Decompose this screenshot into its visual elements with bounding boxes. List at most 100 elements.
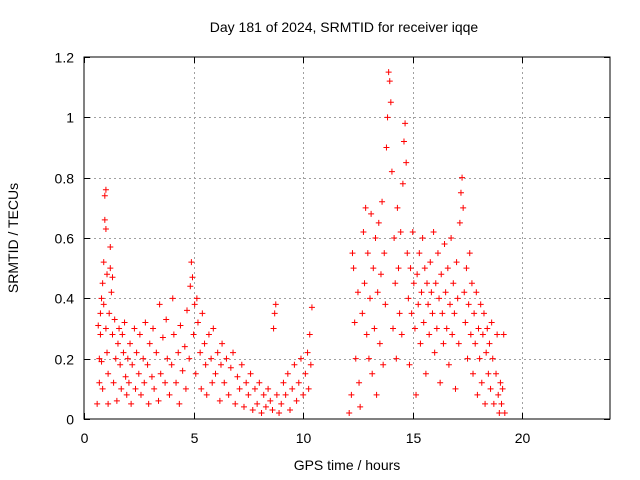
data-point [464, 355, 471, 362]
data-point [497, 379, 504, 386]
y-axis-label: SRMTID / TECUs [5, 183, 21, 293]
data-point [234, 373, 241, 380]
data-point [394, 204, 401, 211]
data-point [367, 295, 374, 302]
data-point [219, 340, 226, 347]
data-point [451, 310, 458, 317]
data-point [494, 331, 501, 338]
data-point [236, 385, 243, 392]
data-point [109, 331, 116, 338]
data-point [146, 340, 153, 347]
data-point [153, 349, 160, 356]
data-point [444, 265, 451, 272]
data-point [105, 400, 112, 407]
data-point [269, 406, 276, 413]
x-tick-label: 0 [81, 430, 89, 446]
data-point [188, 259, 195, 266]
data-point [443, 325, 450, 332]
data-point [96, 379, 103, 386]
data-point [148, 373, 155, 380]
data-point [273, 391, 280, 398]
data-point [132, 385, 139, 392]
data-point [490, 400, 497, 407]
data-point [450, 280, 457, 287]
data-point [189, 274, 196, 281]
data-point [360, 228, 367, 235]
data-point [456, 219, 463, 226]
data-point [480, 310, 487, 317]
data-point [306, 331, 313, 338]
data-point [452, 385, 459, 392]
data-point [473, 289, 480, 296]
data-point [280, 379, 287, 386]
data-point [118, 385, 125, 392]
data-point [289, 385, 296, 392]
data-point [262, 403, 269, 410]
data-point [97, 331, 104, 338]
data-point [420, 319, 427, 326]
data-point [238, 361, 245, 368]
data-point [112, 355, 119, 362]
data-point [121, 319, 128, 326]
data-point [194, 319, 201, 326]
data-point [128, 400, 135, 407]
data-point [197, 349, 204, 356]
data-point [410, 280, 417, 287]
data-point [144, 361, 151, 368]
data-point [391, 235, 398, 241]
data-point [258, 409, 265, 416]
data-point [260, 391, 267, 398]
data-point [282, 391, 289, 398]
data-point [129, 361, 136, 368]
data-point [125, 379, 132, 386]
data-point [449, 331, 456, 338]
data-point [300, 391, 307, 398]
data-point [101, 192, 108, 199]
data-point [287, 406, 294, 413]
data-point [96, 355, 103, 362]
data-point [357, 403, 364, 410]
data-point [479, 331, 486, 338]
data-point [210, 325, 217, 332]
plot-frame [83, 56, 611, 420]
data-point [478, 379, 485, 386]
data-point [181, 343, 188, 350]
data-point [114, 340, 121, 347]
data-point [191, 301, 198, 308]
data-point [400, 138, 407, 145]
data-point [427, 259, 434, 266]
data-point [120, 349, 127, 356]
data-point [295, 379, 302, 386]
data-point [390, 325, 397, 332]
data-point [373, 391, 380, 398]
data-point [247, 370, 254, 377]
data-point [457, 189, 464, 196]
data-point [445, 361, 452, 368]
data-point [382, 301, 389, 308]
data-point [370, 265, 377, 272]
data-point [414, 271, 421, 278]
data-point [434, 250, 441, 257]
data-point [101, 216, 108, 223]
data-point [145, 400, 152, 407]
data-point [442, 289, 449, 296]
data-point [396, 310, 403, 317]
data-point [392, 280, 399, 287]
data-point [142, 319, 149, 326]
data-point [483, 349, 490, 356]
data-point [254, 400, 261, 407]
data-point [202, 361, 209, 368]
x-tick-labels: 0 5 10 15 20 [81, 430, 531, 446]
data-point [151, 385, 158, 392]
data-point [482, 400, 489, 407]
data-point [175, 349, 182, 356]
data-point [184, 307, 191, 314]
data-point [369, 370, 376, 377]
data-point [493, 370, 500, 377]
data-point [133, 349, 140, 356]
data-point [156, 301, 163, 308]
data-point [110, 379, 117, 386]
data-point [163, 316, 170, 323]
data-point [123, 391, 130, 398]
